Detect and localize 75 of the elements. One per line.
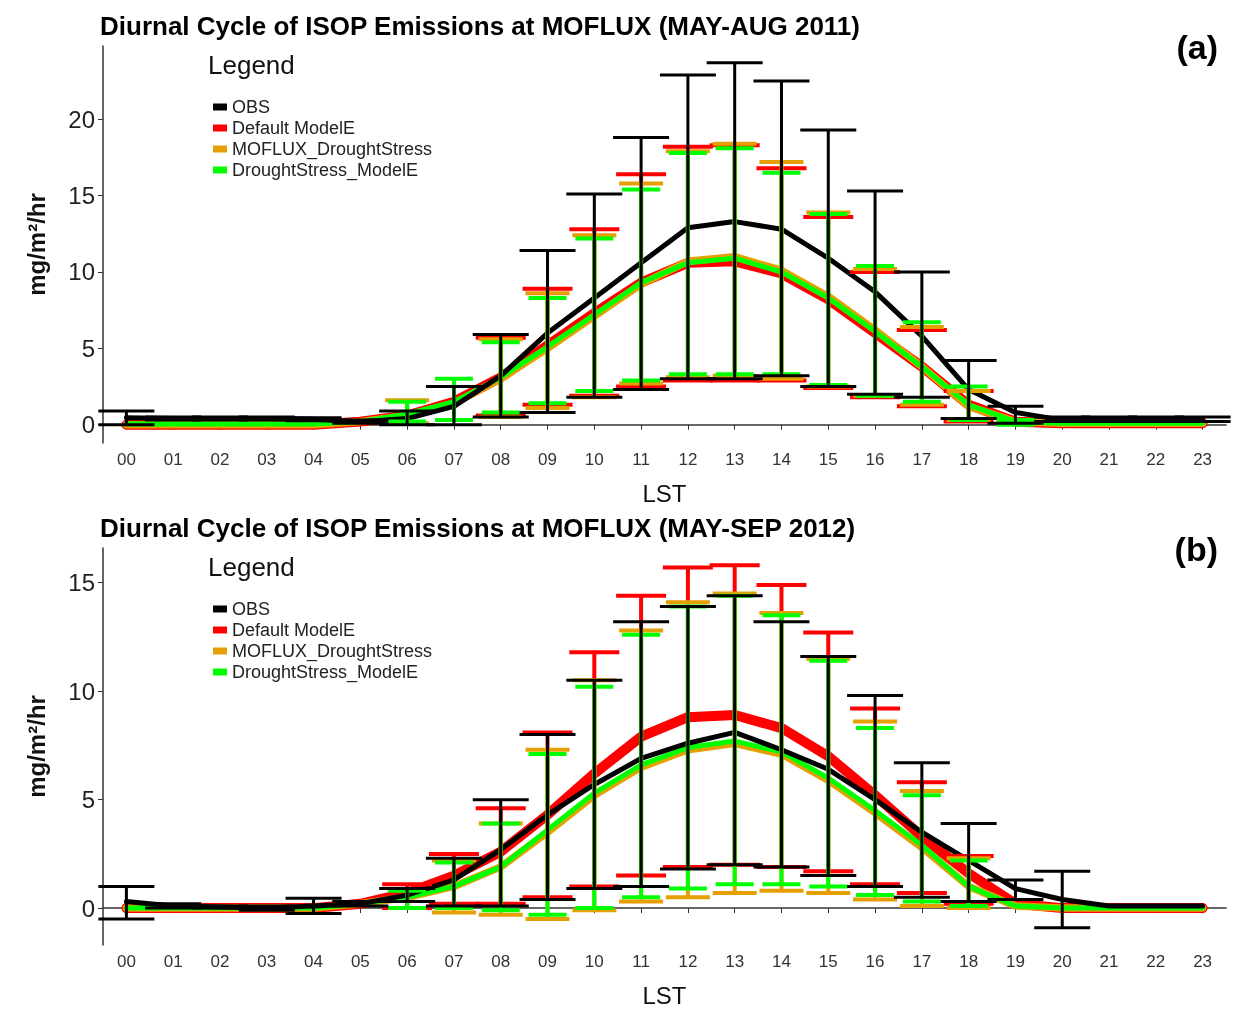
x-tick-label: 22 [1146, 450, 1166, 469]
x-tick-label: 01 [163, 952, 183, 971]
x-tick-label: 17 [912, 450, 932, 469]
x-tick-label: 09 [538, 450, 557, 469]
chart-title: Diurnal Cycle of ISOP Emissions at MOFLUX (MAY-AUG 2011) [100, 11, 860, 41]
x-tick-label: 16 [865, 450, 885, 469]
x-tick-label: 19 [1005, 952, 1025, 971]
legend-label: Default ModelE [232, 620, 356, 640]
x-tick-label: 23 [1193, 450, 1213, 469]
x-tick-label: 18 [959, 952, 979, 971]
x-tick-label: 19 [1005, 450, 1025, 469]
x-tick-label: 05 [350, 450, 370, 469]
x-tick-label: 14 [772, 450, 791, 469]
legend-label: DroughtStress_ModelE [232, 160, 419, 181]
x-tick-label: 08 [491, 450, 511, 469]
x-tick-label: 03 [257, 450, 277, 469]
x-tick-label: 15 [818, 952, 838, 971]
x-tick-label: 21 [1099, 952, 1119, 971]
legend-label: Default ModelE [232, 118, 356, 138]
x-tick-label: 10 [584, 450, 604, 469]
x-tick-label: 21 [1099, 450, 1119, 469]
legend-label: OBS [232, 599, 271, 619]
x-tick-label: 17 [912, 952, 932, 971]
y-tick-label: 10 [68, 677, 95, 705]
x-tick-label: 14 [772, 952, 791, 971]
legend-title: Legend [208, 552, 295, 582]
chart-title: Diurnal Cycle of ISOP Emissions at MOFLUX (MAY-SEP 2012) [100, 513, 856, 543]
x-tick-label: 04 [304, 952, 324, 971]
x-tick-label: 01 [163, 450, 183, 469]
x-tick-label: 11 [632, 450, 650, 469]
legend-label: MOFLUX_DroughtStress [232, 641, 433, 662]
x-tick-label: 04 [304, 450, 324, 469]
x-tick-label: 11 [632, 952, 650, 971]
x-tick-label: 15 [818, 450, 838, 469]
x-tick-label: 16 [865, 952, 885, 971]
annotation: (b) [1174, 530, 1219, 568]
x-tick-label: 08 [491, 952, 511, 971]
x-tick-label: 07 [444, 450, 464, 469]
x-tick-label: 22 [1146, 952, 1166, 971]
x-tick-label: 02 [210, 952, 230, 971]
y-tick-label: 15 [68, 569, 95, 597]
x-tick-label: 20 [1052, 450, 1072, 469]
legend-label: OBS [232, 97, 271, 117]
y-tick-label: 0 [81, 411, 95, 439]
y-tick-label: 5 [81, 786, 95, 814]
y-tick-label: 20 [68, 105, 95, 133]
x-tick-label: 02 [210, 450, 230, 469]
x-tick-label: 23 [1193, 952, 1213, 971]
y-tick-label: 0 [81, 894, 95, 922]
y-tick-label: 5 [81, 334, 95, 362]
x-tick-label: 12 [678, 450, 698, 469]
annotation: (a) [1176, 28, 1219, 66]
y-axis-title: mg/m²/hr [22, 193, 50, 296]
x-axis-title: LST [642, 479, 687, 507]
y-tick-label: 10 [68, 258, 95, 286]
x-tick-label: 12 [678, 952, 698, 971]
x-tick-label: 10 [584, 952, 604, 971]
x-tick-label: 09 [538, 952, 557, 971]
x-tick-label: 00 [116, 952, 136, 971]
x-tick-label: 06 [397, 952, 417, 971]
x-tick-label: 20 [1052, 952, 1072, 971]
x-tick-label: 13 [725, 952, 745, 971]
x-tick-label: 13 [725, 450, 745, 469]
legend-title: Legend [208, 50, 295, 80]
y-tick-label: 15 [68, 182, 95, 210]
x-tick-label: 06 [397, 450, 417, 469]
legend-label: MOFLUX_DroughtStress [232, 139, 433, 160]
x-tick-label: 00 [116, 450, 136, 469]
legend-label: DroughtStress_ModelE [232, 662, 419, 683]
x-tick-label: 03 [257, 952, 277, 971]
x-tick-label: 18 [959, 450, 979, 469]
x-tick-label: 07 [444, 952, 464, 971]
y-axis-title: mg/m²/hr [22, 695, 50, 798]
x-tick-label: 05 [350, 952, 370, 971]
x-axis-title: LST [642, 981, 687, 1009]
